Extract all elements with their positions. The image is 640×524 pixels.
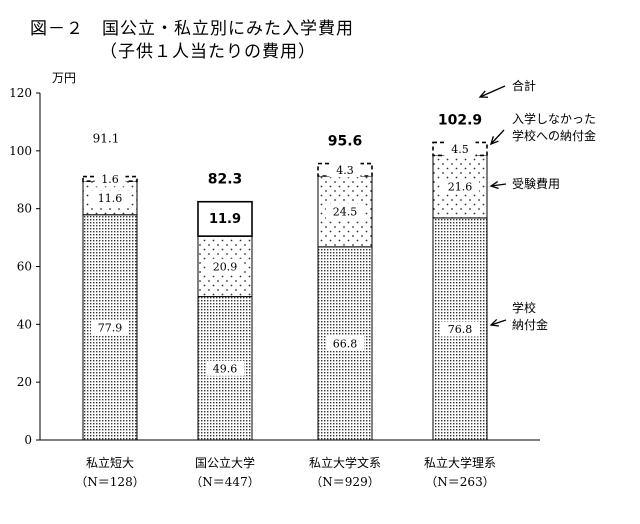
legend-label-total: 合計 <box>512 78 536 93</box>
total-label: 82.3 <box>208 172 243 188</box>
y-tick-label: 80 <box>17 202 32 216</box>
legend-arrow-total <box>479 85 506 98</box>
data-label-bg <box>441 179 479 195</box>
data-label-bg <box>329 162 361 178</box>
sample-size-label: （N＝447） <box>190 475 259 489</box>
data-label: 11.6 <box>98 192 123 205</box>
total-label: 91.1 <box>93 132 120 146</box>
data-label-bg <box>94 171 126 187</box>
data-label: 11.9 <box>209 212 241 227</box>
data-label-bg <box>444 141 476 157</box>
x-tick-label: 私立大学理系 <box>424 455 496 470</box>
data-label-bg <box>326 203 364 219</box>
y-tick-label: 60 <box>17 260 32 274</box>
data-label: 21.6 <box>448 181 473 194</box>
data-label: 24.5 <box>333 205 358 218</box>
x-tick-label: 国公立大学 <box>195 455 255 470</box>
data-label: 49.6 <box>213 362 238 375</box>
total-label: 102.9 <box>438 112 482 128</box>
y-tick-label: 100 <box>9 144 32 158</box>
legend-arrow-bottom-segment-head <box>489 318 500 327</box>
data-label: 1.6 <box>101 173 119 186</box>
legend-arrow-top-segment-head <box>489 136 499 146</box>
sample-size-label: （N＝929） <box>310 475 379 489</box>
y-tick-label: 120 <box>9 86 32 100</box>
legend-arrow-bottom-segment <box>490 319 507 326</box>
chart-subtitle: （子供１人当たりの費用） <box>100 42 316 62</box>
data-label-bg <box>206 360 244 376</box>
data-label-bg <box>206 258 244 274</box>
data-label: 77.9 <box>98 321 123 334</box>
x-tick-label: 私立大学文系 <box>309 455 381 470</box>
legend-label-middle-segment: 受験費用 <box>512 176 560 191</box>
data-label-bg <box>206 211 244 227</box>
data-label-bg <box>326 335 364 351</box>
data-label-bg <box>441 321 479 337</box>
x-tick-label: 私立短大 <box>86 455 134 470</box>
legend-arrow-total-head <box>478 90 489 98</box>
data-label: 4.3 <box>336 164 354 177</box>
chart-title: 図－２ 国公立・私立別にみた入学費用 <box>30 19 354 39</box>
legend-label-bottom-segment: 学校 <box>512 300 536 315</box>
legend-label-top-segment: 入学しなかった <box>512 111 596 126</box>
legend-label-top-segment: 学校への納付金 <box>512 128 596 143</box>
data-label: 20.9 <box>213 260 238 273</box>
sample-size-label: （N＝128） <box>75 475 144 489</box>
y-tick-label: 20 <box>17 375 32 389</box>
legend-arrow-top-segment <box>490 129 505 145</box>
data-label: 4.5 <box>451 143 469 156</box>
y-tick-label: 40 <box>17 317 32 331</box>
y-tick-label: 0 <box>24 433 32 447</box>
y-axis-unit: 万円 <box>52 71 76 85</box>
legend-label-bottom-segment: 納付金 <box>512 317 548 332</box>
data-label-bg <box>91 319 129 335</box>
sample-size-label: （N＝263） <box>425 475 494 489</box>
data-label: 66.8 <box>333 337 358 350</box>
total-label: 95.6 <box>328 134 363 150</box>
legend-arrow-middle-segment-head <box>489 181 499 190</box>
legend-arrow-middle-segment <box>490 183 507 187</box>
data-label-bg <box>91 190 129 206</box>
data-label: 76.8 <box>448 323 473 336</box>
